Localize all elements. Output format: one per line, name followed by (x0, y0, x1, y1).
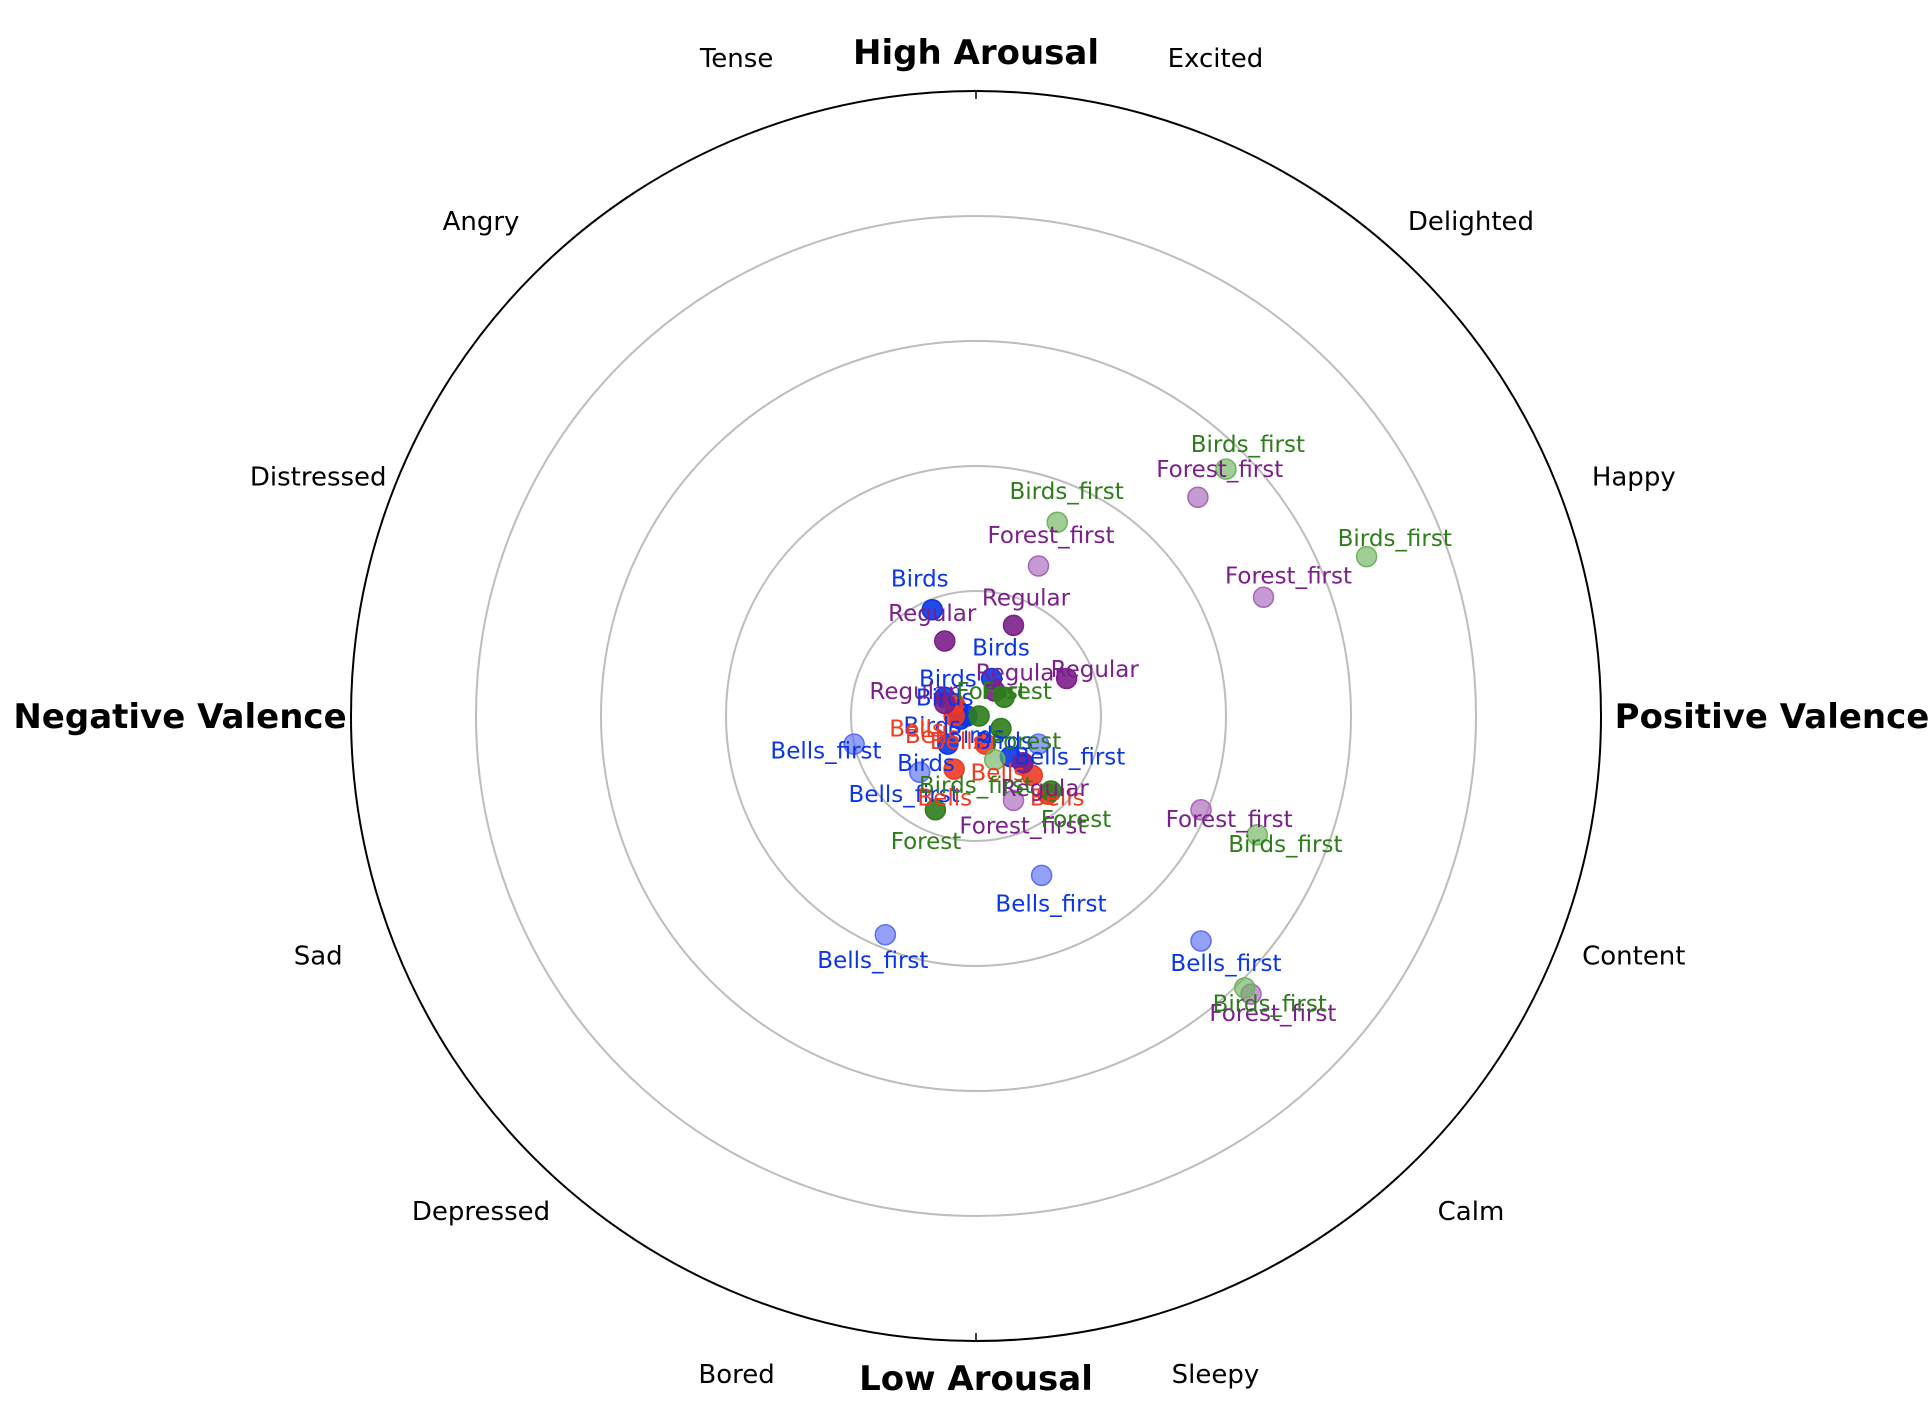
point-forest-first (1252, 586, 1275, 608)
point-label: Bells (930, 729, 985, 755)
grid-ring (725, 465, 1227, 967)
point-label: Birds (903, 713, 961, 739)
point-birds-first (1234, 977, 1256, 999)
point-forest-first (1002, 789, 1025, 812)
point-label: Regular (1051, 657, 1140, 683)
point-label: Birds_first (919, 773, 1033, 799)
point-birds-first (1046, 511, 1068, 533)
point-label: Birds (916, 685, 974, 711)
point-label: Forest_first (1225, 563, 1352, 589)
emotion-label: Distressed (250, 463, 387, 493)
point-regular (934, 692, 956, 715)
point-birds (937, 733, 959, 755)
axis-label-high-arousal: High Arousal (853, 33, 1099, 73)
emotion-label: Tense (699, 44, 773, 74)
point-birds-first (1246, 824, 1268, 846)
point-bells-first (874, 924, 897, 946)
point-label: Birds (972, 635, 1030, 661)
point-label: Regular (982, 585, 1071, 611)
point-label: Forest_first (987, 523, 1114, 549)
point-forest (924, 799, 947, 821)
point-forest-first (1190, 799, 1212, 821)
point-label: Bells_first (849, 782, 960, 808)
point-label: Forest (956, 679, 1027, 705)
emotion-label: Sad (294, 941, 343, 971)
point-label: Forest_first (1209, 1001, 1336, 1027)
point-regular (1055, 667, 1078, 690)
point-bells (943, 758, 965, 780)
point-label: Regular (869, 679, 958, 705)
point-birds-first (984, 749, 1006, 771)
emotion-label: Content (1582, 941, 1685, 971)
point-label: Birds_first (1191, 432, 1305, 458)
point-label: Forest (1041, 807, 1112, 833)
point-birds-first (1355, 545, 1378, 568)
point-label: Forest (981, 679, 1052, 705)
emotion-label: Calm (1438, 1197, 1505, 1227)
point-forest (1040, 780, 1062, 802)
point-label: Forest (991, 729, 1062, 755)
emotion-label: Happy (1592, 463, 1676, 493)
grid-ring (600, 340, 1352, 1092)
emotion-label: Angry (443, 207, 520, 237)
point-regular (1012, 752, 1034, 774)
point-labels: BirdsBirdsBirdsBirdsBirdsBirdsBirdsBirds… (770, 432, 1451, 1027)
point-label: Forest (891, 829, 962, 855)
point-label: Bells_first (1014, 745, 1125, 771)
point-regular (1002, 614, 1025, 637)
grid-ring (475, 215, 1477, 1217)
point-bells-first (843, 733, 865, 755)
point-bells (974, 733, 997, 755)
point-label: Birds (975, 729, 1033, 755)
data-points (843, 458, 1378, 1005)
emotion-label: Depressed (412, 1197, 550, 1227)
point-label: Regular (976, 660, 1065, 686)
point-label: Birds (891, 567, 949, 593)
point-label: Birds (897, 751, 955, 777)
point-label: Bells (1030, 785, 1085, 811)
point-bells-first (1027, 733, 1050, 755)
point-label: Regular (888, 601, 977, 627)
point-label: Regular (1001, 776, 1090, 802)
point-label: Forest_first (1156, 457, 1283, 483)
point-label: Birds_first (1228, 832, 1342, 858)
point-forest (968, 705, 990, 727)
point-bells-first (1030, 864, 1053, 887)
axis-label-low-arousal: Low Arousal (859, 1359, 1093, 1399)
point-label: Birds (947, 723, 1005, 749)
point-label: Birds_first (1213, 992, 1327, 1018)
point-forest-first (1187, 486, 1209, 508)
point-label: Bells (889, 717, 944, 743)
point-label: Bells_first (1170, 951, 1281, 977)
point-regular (934, 630, 956, 652)
axis-label-positive-valence: Positive Valence (1615, 697, 1930, 737)
point-label: Bells (905, 723, 960, 749)
point-forest (993, 686, 1015, 708)
point-label: Birds (919, 667, 977, 693)
emotion-label: Delighted (1408, 207, 1534, 237)
point-label: Bells (917, 785, 972, 811)
point-label: Bells_first (817, 948, 928, 974)
point-forest (990, 717, 1012, 740)
point-label: Birds_first (1010, 479, 1124, 505)
point-birds (921, 599, 943, 621)
point-label: Bells (971, 760, 1026, 786)
point-bells-first (1190, 930, 1212, 952)
point-label: Forest_first (959, 813, 1086, 839)
point-forest-first (1027, 555, 1050, 577)
point-label: Bells_first (770, 738, 881, 764)
grid-rings (475, 215, 1477, 1217)
point-label: Birds_first (1338, 526, 1452, 552)
grid-ring (850, 590, 1102, 842)
point-label: Bells_first (995, 892, 1106, 918)
point-bells-first (909, 761, 931, 783)
emotion-label: Bored (698, 1360, 774, 1390)
point-label: Forest_first (1166, 807, 1293, 833)
emotion-labels: Excited Delighted Happy Content Calm Sleepy Bo… (250, 44, 1686, 1390)
emotion-label: Sleepy (1172, 1360, 1260, 1390)
emotion-label: Excited (1168, 44, 1264, 74)
point-birds-first (1215, 458, 1237, 480)
axis-label-negative-valence: Negative Valence (13, 697, 346, 737)
